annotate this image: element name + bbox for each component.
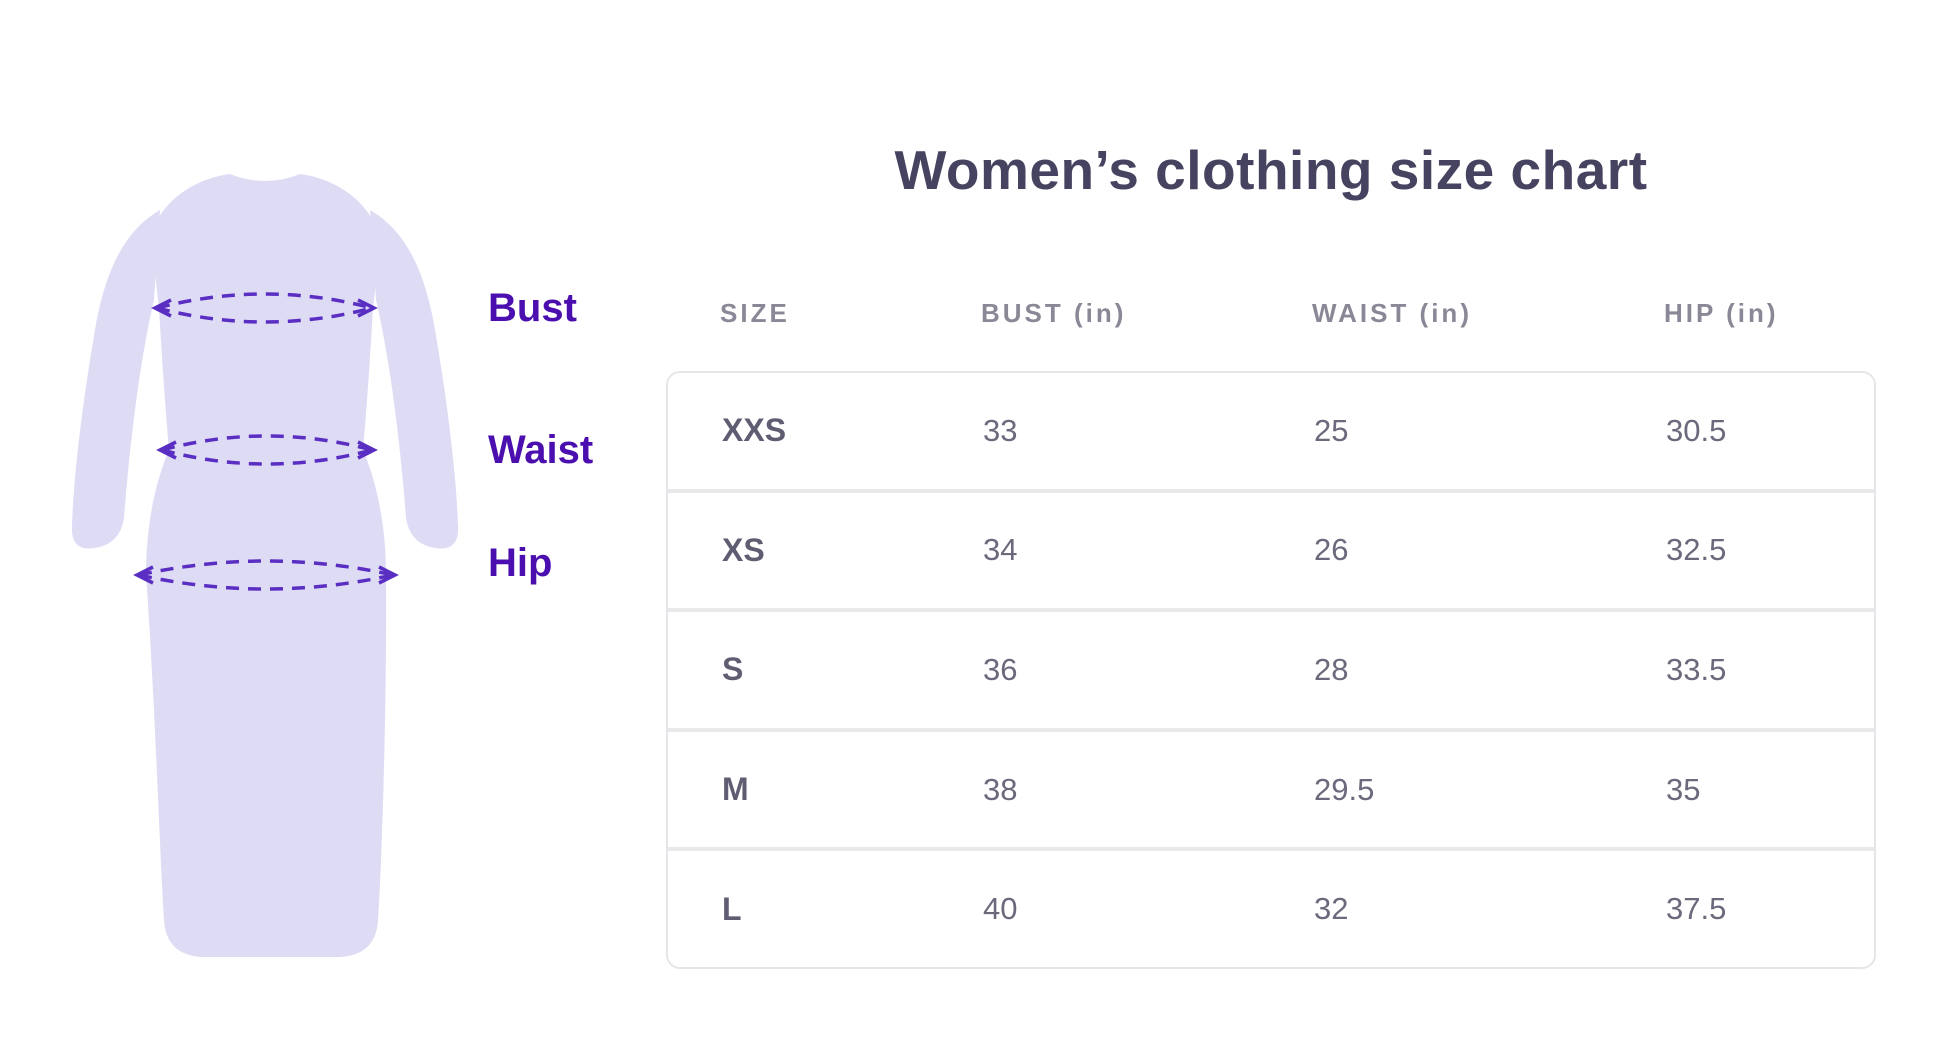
waist-cell: 25 — [1314, 412, 1349, 448]
waist-cell: 29.5 — [1314, 771, 1375, 807]
hip-measure-line — [133, 559, 399, 591]
dress-right-sleeve — [370, 210, 459, 549]
waist-cell: 32 — [1314, 891, 1349, 927]
size-table: SIZE BUST (in) WAIST (in) HIP (in) XXS 3… — [666, 285, 1876, 969]
size-cell: XXS — [722, 412, 787, 449]
size-cell: S — [722, 651, 744, 688]
table-row: S 36 28 33.5 — [668, 608, 1874, 728]
size-cell: XS — [722, 531, 765, 568]
hip-cell: 37.5 — [1666, 891, 1727, 927]
table-header-row: SIZE BUST (in) WAIST (in) HIP (in) — [666, 285, 1876, 341]
dress-svg — [71, 174, 459, 957]
bust-cell: 38 — [983, 771, 1018, 807]
size-cell: L — [722, 890, 742, 927]
column-header-waist: WAIST (in) — [1312, 297, 1472, 328]
table-body: XXS 33 25 30.5 XS 34 26 32.5 S 36 28 33.… — [666, 371, 1876, 969]
waist-cell: 26 — [1314, 532, 1349, 568]
waist-cell: 28 — [1314, 651, 1349, 687]
bust-label: Bust — [488, 286, 577, 330]
bust-cell: 40 — [983, 891, 1018, 927]
bust-cell: 34 — [983, 532, 1018, 568]
dress-illustration — [50, 140, 490, 980]
column-header-hip: HIP (in) — [1664, 297, 1779, 328]
waist-label: Waist — [488, 428, 594, 472]
waist-measure-line — [156, 434, 378, 466]
dress-silhouette — [146, 174, 387, 957]
bust-cell: 33 — [983, 412, 1018, 448]
column-header-size: SIZE — [720, 297, 790, 328]
dress-left-sleeve — [71, 210, 160, 549]
bust-cell: 36 — [983, 651, 1018, 687]
column-header-bust: BUST (in) — [981, 297, 1127, 328]
bust-measure-line — [151, 292, 378, 324]
hip-cell: 32.5 — [1666, 532, 1727, 568]
size-cell: M — [722, 771, 749, 808]
page-title: Women’s clothing size chart — [894, 139, 1648, 201]
hip-label: Hip — [488, 541, 553, 585]
table-row: XS 34 26 32.5 — [668, 488, 1874, 609]
table-row: L 40 32 37.5 — [668, 847, 1874, 967]
hip-cell: 35 — [1666, 771, 1701, 807]
hip-cell: 33.5 — [1666, 651, 1727, 687]
table-row: M 38 29.5 35 — [668, 727, 1874, 848]
hip-cell: 30.5 — [1666, 412, 1727, 448]
table-row: XXS 33 25 30.5 — [668, 373, 1874, 489]
